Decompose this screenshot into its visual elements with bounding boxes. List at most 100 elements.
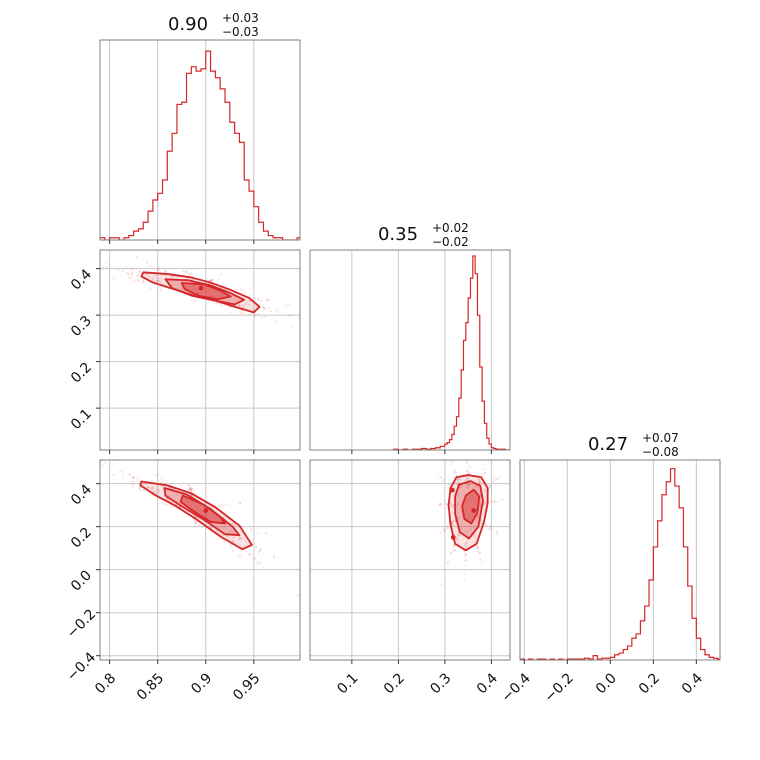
x-tick-label: 0.8 [92,670,119,697]
scatter-point [241,304,245,307]
scatter-point [453,545,456,548]
scatter-point [450,504,453,507]
scatter-point [466,469,469,472]
scatter-point [459,485,462,488]
scatter-point [97,255,99,257]
scatter-point [463,573,466,576]
scatter-point [88,450,90,452]
scatter-point [288,313,291,317]
scatter-point [82,458,84,460]
scatter-point [220,503,223,507]
scatter-point [159,280,162,283]
scatter-point [154,280,157,283]
panel-p00: 0.90 +0.03−0.03 [99,11,301,244]
scatter-point [131,484,134,487]
scatter-point [465,530,468,533]
scatter-point [187,485,191,488]
scatter-point [444,528,447,531]
scatter-point [255,562,259,565]
scatter-point [220,305,223,308]
scatter-point [157,279,160,282]
grid-p11 [351,250,492,450]
scatter-point [464,552,467,556]
scatter-point [232,536,235,539]
scatter-point [478,552,481,555]
scatter-point [190,487,193,490]
scatter-point [105,260,108,264]
scatter-point [192,489,196,492]
scatter-point [146,486,149,489]
scatter-point [477,546,480,549]
scatter-point [189,486,192,489]
scatter-point [438,502,441,505]
scatter-point [264,532,267,535]
scatter-point [121,269,124,272]
scatter-point [480,521,483,524]
scatter-point [127,272,130,276]
scatter-point [132,476,135,479]
scatter-point [226,535,229,538]
scatter-point [465,564,468,567]
scatter-point [480,472,483,476]
scatter-point [189,487,193,490]
scatter-point [136,274,139,277]
scatter-point [262,306,265,310]
scatter-point [446,527,450,530]
scatter-point [464,559,467,562]
scatter-point [136,279,140,282]
scatter-point [153,273,157,276]
scatter-point [477,515,480,518]
scatter-point [457,534,461,537]
scatter-point [160,501,163,504]
scatter-point [159,276,162,280]
scatter-point [284,305,288,308]
histogram-step-p00 [100,50,300,240]
scatter-point [188,487,192,490]
contour-fill-1 [141,272,260,313]
scatter-point [313,321,315,323]
scatter-point [257,532,260,535]
scatter-point [112,276,115,279]
scatter-point [465,460,468,463]
scatter-point [462,566,465,570]
scatter-point [484,489,487,492]
scatter-point [237,537,241,540]
scatter-point [195,522,198,525]
scatter-point [195,520,198,524]
panel-title-p22: 0.27 [588,434,628,455]
scatter-point [125,271,128,275]
contour-line-1 [447,474,489,552]
scatter-point [273,318,276,322]
scatter-point [172,275,175,278]
scatter-point [193,520,196,523]
scatter-point [207,293,210,296]
scatter-point [250,528,253,531]
scatter-point [228,504,231,507]
scatter-point [465,559,468,562]
scatter-point [456,538,459,541]
scatter-point [465,483,469,486]
plot-area-p11 [393,255,510,450]
scatter-point [217,302,220,305]
scatter-point [210,526,213,529]
scatter-point [478,481,481,484]
scatter-point [244,303,248,306]
scatter-point [149,487,152,490]
scatter-point [210,294,213,298]
scatter-point [438,503,441,506]
scatter-point [138,270,141,273]
scatter-point [488,527,492,530]
scatter-point [440,583,443,586]
scatter-point [257,297,260,300]
scatter-point [157,267,160,270]
scatter-point [242,306,245,309]
scatter-point [483,490,487,493]
scatter-point [479,502,482,505]
scatter-point [238,502,242,505]
grid-p00 [109,40,255,240]
scatter-point [137,477,140,480]
scatter-point [231,539,234,543]
scatter-point [133,476,136,479]
scatter-point [273,556,276,559]
scatter-point [442,528,445,532]
